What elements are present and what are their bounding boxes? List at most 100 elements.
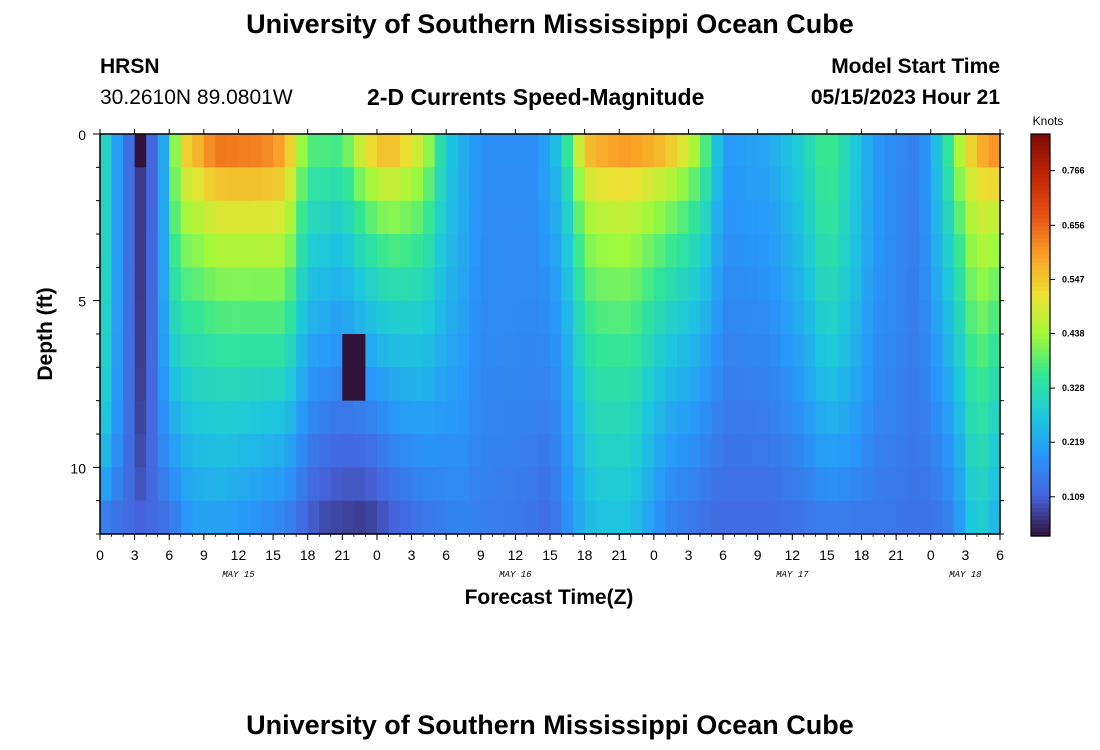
heatmap-cell (688, 467, 701, 502)
heatmap-cell (815, 334, 828, 368)
heatmap-cell (896, 300, 909, 335)
heatmap-cell (180, 200, 193, 235)
heatmap-cell (988, 434, 1001, 468)
heatmap-cell (757, 467, 770, 502)
heatmap-cell (965, 234, 978, 268)
heatmap-cell (342, 267, 355, 302)
heatmap-cell (700, 334, 713, 368)
colorbar-segment (1031, 507, 1050, 513)
colorbar-segment (1031, 286, 1050, 292)
heatmap-cell (665, 334, 678, 368)
heatmap-cell (376, 300, 390, 335)
heatmap-cell (203, 234, 216, 268)
heatmap-cell (480, 267, 493, 302)
heatmap-cell (630, 367, 643, 402)
heatmap-cell (630, 234, 643, 268)
heatmap-cell (111, 434, 124, 468)
colorbar-segment (1031, 230, 1050, 236)
heatmap-cell (907, 267, 920, 302)
heatmap-cell (711, 200, 724, 235)
heatmap-cell (930, 200, 943, 235)
heatmap-cell (711, 400, 724, 435)
heatmap-cell (123, 300, 136, 335)
heatmap-cell (307, 234, 320, 268)
heatmap-cell (538, 167, 551, 202)
heatmap-cell (561, 134, 574, 168)
heatmap-cell (180, 467, 193, 502)
heatmap-cell (711, 234, 724, 268)
heatmap-cell (538, 334, 551, 368)
heatmap-cell (815, 134, 828, 168)
heatmap-cell (457, 134, 470, 168)
heatmap-cell (457, 267, 470, 302)
colorbar-frame (1030, 133, 1051, 537)
heatmap-cell (930, 300, 943, 335)
heatmap-cell (423, 167, 436, 202)
heatmap-cell (942, 334, 955, 368)
heatmap-cell (665, 500, 678, 535)
heatmap-cell (930, 434, 943, 468)
heatmap-cell (757, 400, 770, 435)
heatmap-cell (573, 367, 586, 402)
heatmap-cell (688, 400, 701, 435)
heatmap-cell (803, 334, 816, 368)
heatmap-cell (226, 334, 240, 368)
heatmap-cell (492, 434, 505, 468)
heatmap-cell (423, 200, 436, 235)
heatmap-cell (215, 300, 228, 335)
heatmap-cell (169, 134, 182, 168)
heatmap-cell (873, 234, 886, 268)
heatmap-cell (342, 500, 355, 535)
colorbar-segment (1031, 214, 1050, 220)
colorbar-segment (1031, 407, 1050, 412)
heatmap-cell (261, 134, 274, 168)
heatmap-cell (596, 434, 609, 468)
heatmap-cell (226, 367, 240, 402)
colorbar-segment (1031, 270, 1050, 276)
heatmap-cell (296, 167, 309, 202)
heatmap-cell (480, 234, 493, 268)
heatmap-cell (850, 467, 863, 502)
heatmap-cell (884, 367, 897, 402)
heatmap-cell (734, 467, 747, 502)
colorbar-segment (1031, 242, 1050, 248)
colorbar-segment (1031, 371, 1050, 376)
heatmap-cell (826, 267, 840, 302)
colorbar-segment (1031, 310, 1050, 316)
heatmap-cell (838, 400, 851, 435)
heatmap-cell (434, 467, 447, 502)
heatmap-cell (226, 200, 240, 235)
heatmap-cell (400, 167, 413, 202)
heatmap-cell (573, 267, 586, 302)
heatmap-cell (100, 334, 113, 368)
heatmap-cell (665, 134, 678, 168)
heatmap-cell (157, 467, 170, 502)
colorbar-segment (1031, 519, 1050, 525)
heatmap-cell (792, 367, 805, 402)
heatmap-cell (861, 300, 874, 335)
heatmap-cell (273, 400, 286, 435)
colorbar-segment (1031, 134, 1050, 139)
heatmap-cell (100, 400, 113, 435)
heatmap-cell (838, 300, 851, 335)
heatmap-cell (850, 367, 863, 402)
heatmap-cell (226, 300, 240, 335)
heatmap-cell (792, 234, 805, 268)
heatmap-cell (203, 300, 216, 335)
y-axis: 0 5 10 (70, 127, 1004, 535)
y-tick-label: 5 (78, 294, 86, 310)
colorbar-segment (1031, 258, 1050, 264)
heatmap-cell (630, 300, 643, 335)
heatmap-cell (688, 300, 701, 335)
heatmap-cell (388, 500, 401, 535)
heatmap-cell (630, 334, 643, 368)
heatmap-cell (873, 200, 886, 235)
colorbar-tick-label: 0.219 (1062, 437, 1085, 447)
heatmap-cell (676, 200, 690, 235)
heatmap-cell (192, 200, 205, 235)
heatmap-cell (215, 234, 228, 268)
heatmap-cell (123, 267, 136, 302)
heatmap-cell (734, 234, 747, 268)
heatmap-cell (157, 234, 170, 268)
heatmap-cell (769, 267, 782, 302)
